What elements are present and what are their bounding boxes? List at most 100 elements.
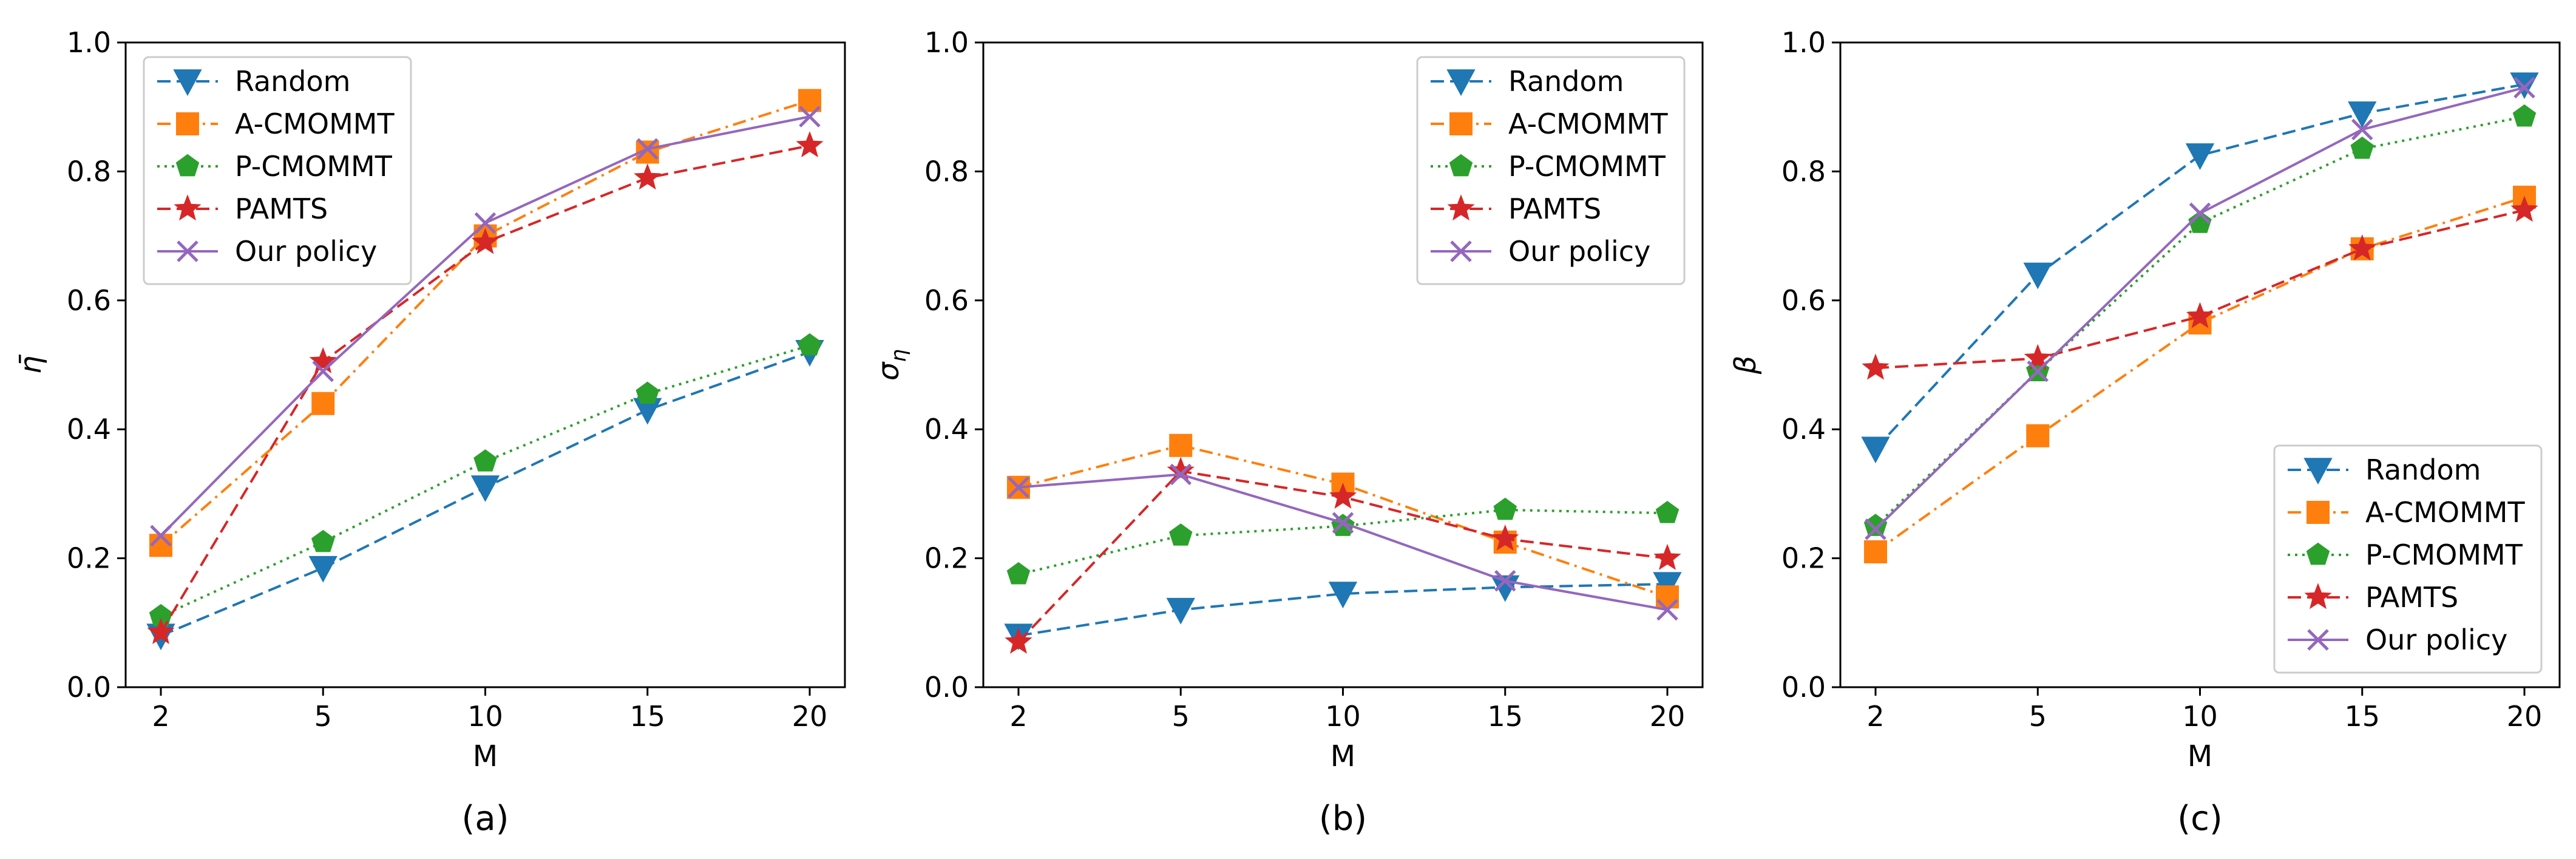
y-tick-label: 0.8: [924, 155, 969, 188]
data-point: [2512, 104, 2537, 127]
legend-marker: [2307, 629, 2329, 651]
series-pamts: [1005, 457, 1681, 654]
x-tick-label: 2: [152, 700, 169, 733]
legend-marker: [175, 154, 200, 177]
y-tick-label: 0.2: [924, 542, 969, 575]
y-tick-label: 0.0: [67, 671, 111, 704]
data-point: [1653, 572, 1682, 599]
y-tick-label: 0.0: [924, 671, 969, 704]
legend-box: [143, 56, 412, 285]
data-point: [1653, 543, 1681, 570]
x-tick-label: 10: [1325, 700, 1361, 733]
series-pamts: [1862, 195, 2538, 380]
data-point: [309, 347, 337, 373]
series-our-policy: [1008, 463, 1678, 621]
legend-entry-label: Random: [235, 65, 350, 98]
y-tick-label: 0.4: [924, 413, 969, 446]
data-point: [1494, 570, 1516, 592]
chart-panel-2: 0.0 0.2 0.4 0.6 0.8 1.0 2 5 10 15 20 Mση (b) Random A-…: [872, 26, 1704, 838]
legend-marker: [177, 240, 198, 262]
series-our-policy: [150, 106, 821, 547]
legend-marker: [2306, 542, 2330, 565]
data-point: [470, 475, 500, 502]
y-tick-label: 0.2: [67, 542, 111, 575]
x-tick-label: 20: [1650, 700, 1686, 733]
legend-entry-label: PAMTS: [235, 192, 328, 225]
data-point: [636, 138, 659, 160]
legend-entry-label: P-CMOMMT: [235, 150, 393, 183]
y-axis-label: η̄: [14, 355, 48, 374]
data-point: [634, 163, 662, 190]
legend-marker: [2307, 501, 2330, 524]
data-point: [1656, 599, 1678, 621]
data-point: [2026, 424, 2050, 447]
data-point: [796, 131, 824, 158]
legend-entry-label: PAMTS: [1508, 192, 1601, 225]
panel-caption: (a): [461, 799, 509, 838]
data-point: [798, 333, 822, 356]
legend-entry-label: Random: [1508, 65, 1624, 98]
y-tick-label: 0.2: [1781, 542, 1826, 575]
data-point: [1861, 436, 1890, 464]
series-p-cmommt: [1006, 497, 1679, 585]
data-point: [1332, 512, 1354, 534]
y-axis-label: β: [1729, 356, 1763, 375]
x-tick-label: 5: [314, 700, 332, 733]
data-point: [308, 555, 337, 583]
data-point: [1169, 433, 1193, 457]
data-point: [2186, 302, 2214, 328]
panel-caption: (b): [1319, 799, 1367, 838]
legend-entry-label: Our policy: [1508, 235, 1650, 268]
chart-panel-3: 0.0 0.2 0.4 0.6 0.8 1.0 2 5 10 15 20 Mβ (c) Random A-C…: [1729, 26, 2561, 838]
data-point: [1865, 518, 1886, 540]
x-tick-label: 15: [1487, 700, 1523, 733]
legend: Random A-CMOMMT P-CMOMMT PAMTS Our policy: [2273, 444, 2543, 674]
x-tick-label: 5: [1172, 700, 1190, 733]
legend-entry-label: A-CMOMMT: [235, 107, 395, 140]
data-point: [2023, 262, 2052, 290]
series-line: [1875, 209, 2525, 370]
data-point: [1005, 627, 1032, 654]
legend-marker: [1449, 112, 1473, 135]
data-point: [312, 360, 334, 382]
legend-entry-label: PAMTS: [2365, 581, 2458, 614]
legend-marker: [173, 69, 202, 97]
data-point: [2513, 76, 2535, 99]
legend: Random A-CMOMMT P-CMOMMT PAMTS Our policy: [1416, 56, 1686, 285]
x-tick-label: 2: [1866, 700, 1884, 733]
series-random: [1004, 572, 1682, 651]
legend-box: [1416, 56, 1686, 285]
series-line: [160, 344, 810, 617]
series-random: [146, 340, 824, 651]
data-point: [2348, 101, 2377, 128]
series-pamts: [147, 131, 824, 644]
x-axis-label: M: [473, 739, 498, 773]
data-point: [1008, 477, 1029, 498]
legend-entry-label: Random: [2365, 453, 2481, 486]
x-tick-label: 15: [2344, 700, 2380, 733]
x-tick-label: 2: [1009, 700, 1027, 733]
y-tick-label: 1.0: [67, 26, 111, 59]
data-point: [1655, 501, 1679, 523]
data-point: [2024, 344, 2052, 370]
legend-box: [2273, 444, 2543, 674]
data-point: [1656, 585, 1679, 609]
data-point: [1328, 582, 1358, 609]
panel-caption: (c): [2177, 799, 2222, 838]
legend-marker: [174, 194, 202, 221]
data-point: [2510, 195, 2538, 222]
data-point: [1169, 523, 1193, 546]
x-tick-label: 20: [792, 700, 828, 733]
x-tick-label: 10: [2182, 700, 2218, 733]
legend-entry-label: P-CMOMMT: [1508, 150, 1666, 183]
series-line: [1018, 583, 1668, 637]
legend: Random A-CMOMMT P-CMOMMT PAMTS Our policy: [143, 56, 412, 285]
x-tick-label: 10: [467, 700, 503, 733]
series-our-policy: [1865, 76, 2535, 540]
data-point: [2351, 118, 2373, 141]
y-tick-label: 1.0: [1781, 26, 1826, 59]
legend-entry-label: A-CMOMMT: [2365, 496, 2525, 529]
data-point: [1862, 353, 1890, 380]
legend-marker: [2303, 458, 2333, 485]
